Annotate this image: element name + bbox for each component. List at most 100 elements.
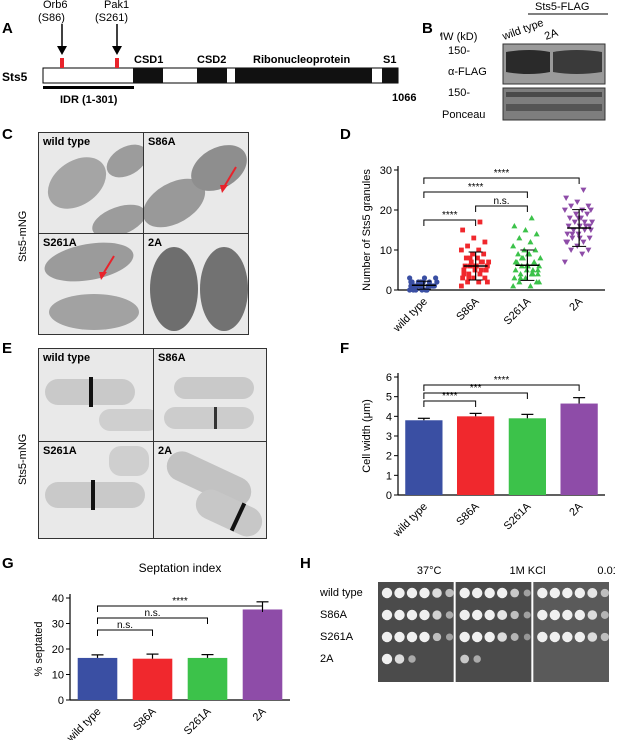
- data-point: [418, 279, 424, 285]
- data-point: [471, 275, 477, 281]
- data-point: [512, 267, 519, 273]
- bar-3: [242, 609, 283, 700]
- colony-spot: [549, 587, 561, 599]
- data-point: [465, 279, 470, 285]
- s86-label: (S86): [38, 12, 65, 24]
- sig-bracket: [423, 392, 528, 399]
- data-point: [463, 255, 469, 261]
- domain-s1: [382, 68, 398, 83]
- data-point: [533, 231, 540, 237]
- data-point: [564, 239, 571, 245]
- bar-2: [187, 657, 228, 700]
- colony-spot: [432, 610, 442, 620]
- micro-e-2a-label: 2A: [158, 445, 173, 457]
- y-tick-label: 10: [380, 245, 392, 257]
- data-point: [524, 251, 531, 257]
- data-point: [561, 259, 568, 265]
- colony-spot: [510, 588, 520, 598]
- data-point: [465, 243, 470, 249]
- data-point: [576, 235, 583, 241]
- data-point: [434, 279, 440, 285]
- data-point: [476, 279, 482, 285]
- data-point: [466, 275, 472, 281]
- x-tick-label: S86A: [454, 500, 482, 528]
- micro-c-2a-label: 2A: [148, 237, 163, 249]
- mw-marker-2: 150-: [448, 87, 470, 99]
- data-point: [478, 267, 484, 273]
- colony-spot: [432, 632, 442, 642]
- data-point: [536, 279, 543, 285]
- data-point: [568, 203, 575, 209]
- csd1-label: CSD1: [134, 54, 163, 66]
- colony-spot: [537, 609, 548, 621]
- data-point: [573, 211, 580, 217]
- chart-f-cell-width: 0 1 2 3 4 5 6 Cell width (μm) wild type S86A S261A…: [361, 372, 605, 540]
- domain-csd1: [133, 68, 163, 83]
- data-point: [579, 207, 586, 213]
- strain-label: S261A: [320, 631, 354, 643]
- colony-spot: [419, 609, 430, 621]
- data-point: [482, 275, 488, 281]
- sig-bracket: [97, 629, 153, 636]
- data-point: [516, 279, 523, 285]
- x-tick-label: S261A: [502, 295, 534, 327]
- data-point: [579, 251, 586, 257]
- bar-3: [560, 403, 598, 495]
- strain-label: 2A: [320, 653, 334, 665]
- data-point: [580, 239, 587, 245]
- condition-label: 1M KCl: [509, 565, 545, 577]
- data-point: [410, 287, 416, 293]
- data-point: [575, 215, 582, 221]
- colony-spot: [537, 631, 548, 643]
- colony-spot: [523, 611, 531, 619]
- colony-spot: [471, 587, 483, 599]
- data-point: [413, 283, 419, 289]
- sig-label: ****: [442, 391, 458, 402]
- sig-label: ****: [442, 210, 458, 221]
- colony-spot: [497, 632, 507, 642]
- colony-spot: [587, 632, 598, 642]
- y-tick-label: 20: [52, 644, 64, 656]
- data-point: [581, 219, 588, 225]
- lane-label-2a: 2A: [543, 27, 560, 43]
- panel-letter-b: B: [422, 20, 433, 37]
- data-point: [424, 287, 430, 293]
- colony-spot: [381, 609, 393, 621]
- y-tick-label: 40: [52, 593, 64, 605]
- data-point: [466, 271, 472, 277]
- colony-spot: [523, 589, 531, 597]
- y-tick-label: 20: [380, 205, 392, 217]
- micro-c-wild-type-label: wild type: [43, 136, 91, 148]
- colony-spot: [497, 610, 508, 620]
- x-tick-label: S86A: [454, 295, 482, 323]
- data-point: [475, 255, 480, 261]
- data-point: [537, 255, 544, 261]
- micro-e-s261a: S261A: [38, 441, 154, 539]
- data-point: [460, 227, 466, 233]
- data-point: [516, 235, 523, 241]
- data-point: [477, 271, 483, 277]
- data-point: [426, 279, 433, 285]
- data-point: [511, 275, 518, 281]
- sig-label: ****: [172, 596, 188, 607]
- data-point: [568, 247, 575, 253]
- data-point: [564, 231, 571, 237]
- chart-title: Septation index: [139, 561, 222, 575]
- data-point: [576, 223, 583, 229]
- data-point: [515, 251, 522, 257]
- colony-spot: [445, 633, 454, 641]
- site-s261-mark: [115, 58, 119, 68]
- y-tick-label: 0: [386, 285, 392, 297]
- colony-spot: [471, 631, 483, 643]
- panel-letter-g: G: [2, 555, 14, 572]
- colony-spot: [459, 609, 470, 621]
- y-tick-label: 10: [52, 670, 64, 682]
- colony-spot: [587, 610, 598, 620]
- data-point: [523, 267, 530, 273]
- ponceau-label: Ponceau: [442, 109, 485, 121]
- panel-letter-a: A: [2, 20, 13, 37]
- data-point: [570, 227, 577, 233]
- data-point: [510, 243, 517, 249]
- data-point: [580, 187, 587, 193]
- plate-2: [533, 582, 609, 682]
